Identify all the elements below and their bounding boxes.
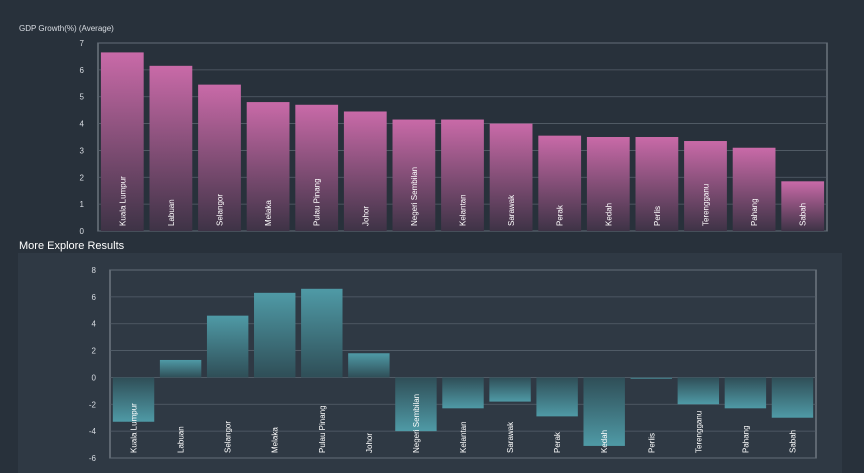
category-label: Negeri Sembilan	[410, 167, 419, 226]
category-label: Melaka	[264, 200, 273, 226]
section-heading: More Explore Results	[19, 240, 125, 252]
bottom-chart-panel	[18, 253, 842, 473]
category-label: Sabah	[799, 203, 808, 226]
bar	[586, 137, 630, 231]
y-tick-label: 0	[92, 373, 97, 382]
bar	[684, 141, 727, 231]
bar	[781, 181, 825, 231]
y-tick-label: 4	[80, 120, 85, 129]
bar	[732, 147, 776, 231]
bar	[149, 65, 193, 231]
category-label: Terengganu	[702, 184, 711, 226]
category-label: Sabah	[788, 430, 797, 453]
category-label: Melaka	[271, 427, 280, 453]
category-label: Pulau Pinang	[313, 178, 322, 226]
bar	[301, 288, 343, 378]
bar	[343, 111, 387, 231]
bar	[630, 377, 672, 379]
gdp-growth-chart: 0 1 2 3 4 5 6 7 Kuala Lumpur Labuan Selangor Melaka…	[80, 39, 828, 236]
bar	[392, 119, 436, 231]
bar	[536, 377, 578, 417]
bar	[635, 137, 679, 231]
category-label: Perlis	[647, 433, 656, 453]
y-tick-label: 2	[80, 173, 85, 182]
category-label: Kedah	[600, 430, 609, 453]
bar	[583, 377, 625, 446]
bar	[538, 135, 582, 231]
bar	[246, 102, 290, 231]
category-label: Kuala Lumpur	[118, 176, 127, 226]
category-label: Pahang	[750, 198, 759, 226]
category-label: Kelantan	[459, 421, 468, 453]
y-tick-label: 1	[80, 200, 85, 209]
category-label: Johor	[365, 433, 374, 453]
bar	[489, 123, 533, 231]
bar	[112, 377, 155, 422]
category-label: Pulau Pinang	[318, 405, 327, 453]
category-label: Kelantan	[459, 194, 468, 226]
category-label: Perak	[556, 204, 565, 226]
y-tick-label: 6	[80, 66, 85, 75]
bar	[441, 119, 484, 231]
y-tick-label: -2	[89, 400, 97, 409]
bar	[771, 377, 814, 418]
y-tick-label: -6	[89, 454, 97, 463]
y-tick-label: 2	[92, 347, 97, 356]
y-tick-label: 0	[80, 227, 85, 236]
bar	[198, 84, 241, 231]
bar	[677, 377, 720, 405]
category-label: Johor	[361, 206, 370, 226]
category-label: Sarawak	[507, 194, 516, 226]
bar	[724, 377, 767, 409]
y-tick-label: 3	[80, 146, 85, 155]
category-label: Selangor	[224, 421, 233, 453]
bar	[442, 377, 484, 409]
y-tick-label: 4	[92, 320, 97, 329]
bar	[489, 377, 531, 402]
category-label: Kuala Lumpur	[130, 403, 139, 453]
category-label: Perlis	[653, 206, 662, 226]
y-tick-label: 6	[92, 293, 97, 302]
category-label: Terengganu	[694, 411, 703, 453]
bar	[100, 52, 144, 232]
bar	[254, 292, 296, 378]
bar	[395, 377, 437, 432]
category-label: Sarawak	[506, 421, 515, 453]
category-label: Labuan	[177, 426, 186, 453]
bar	[159, 359, 202, 378]
explore-results-chart: -6 -4 -2 0 2 4 6 8 Kuala Lumpur Labuan Selangor Mel…	[89, 266, 817, 463]
y-tick-label: 8	[92, 266, 97, 275]
bar	[348, 353, 390, 378]
chart-title: GDP Growth(%) (Average)	[19, 24, 114, 33]
bar	[206, 315, 249, 378]
y-tick-label: -4	[89, 427, 97, 436]
category-label: Kedah	[604, 203, 613, 226]
category-label: Pahang	[741, 425, 750, 453]
category-label: Perak	[553, 431, 562, 453]
bar	[295, 104, 339, 231]
y-tick-label: 7	[80, 39, 85, 48]
category-label: Labuan	[167, 199, 176, 226]
y-tick-label: 5	[80, 93, 85, 102]
category-label: Selangor	[216, 194, 225, 226]
category-label: Negeri Sembilan	[412, 394, 421, 453]
